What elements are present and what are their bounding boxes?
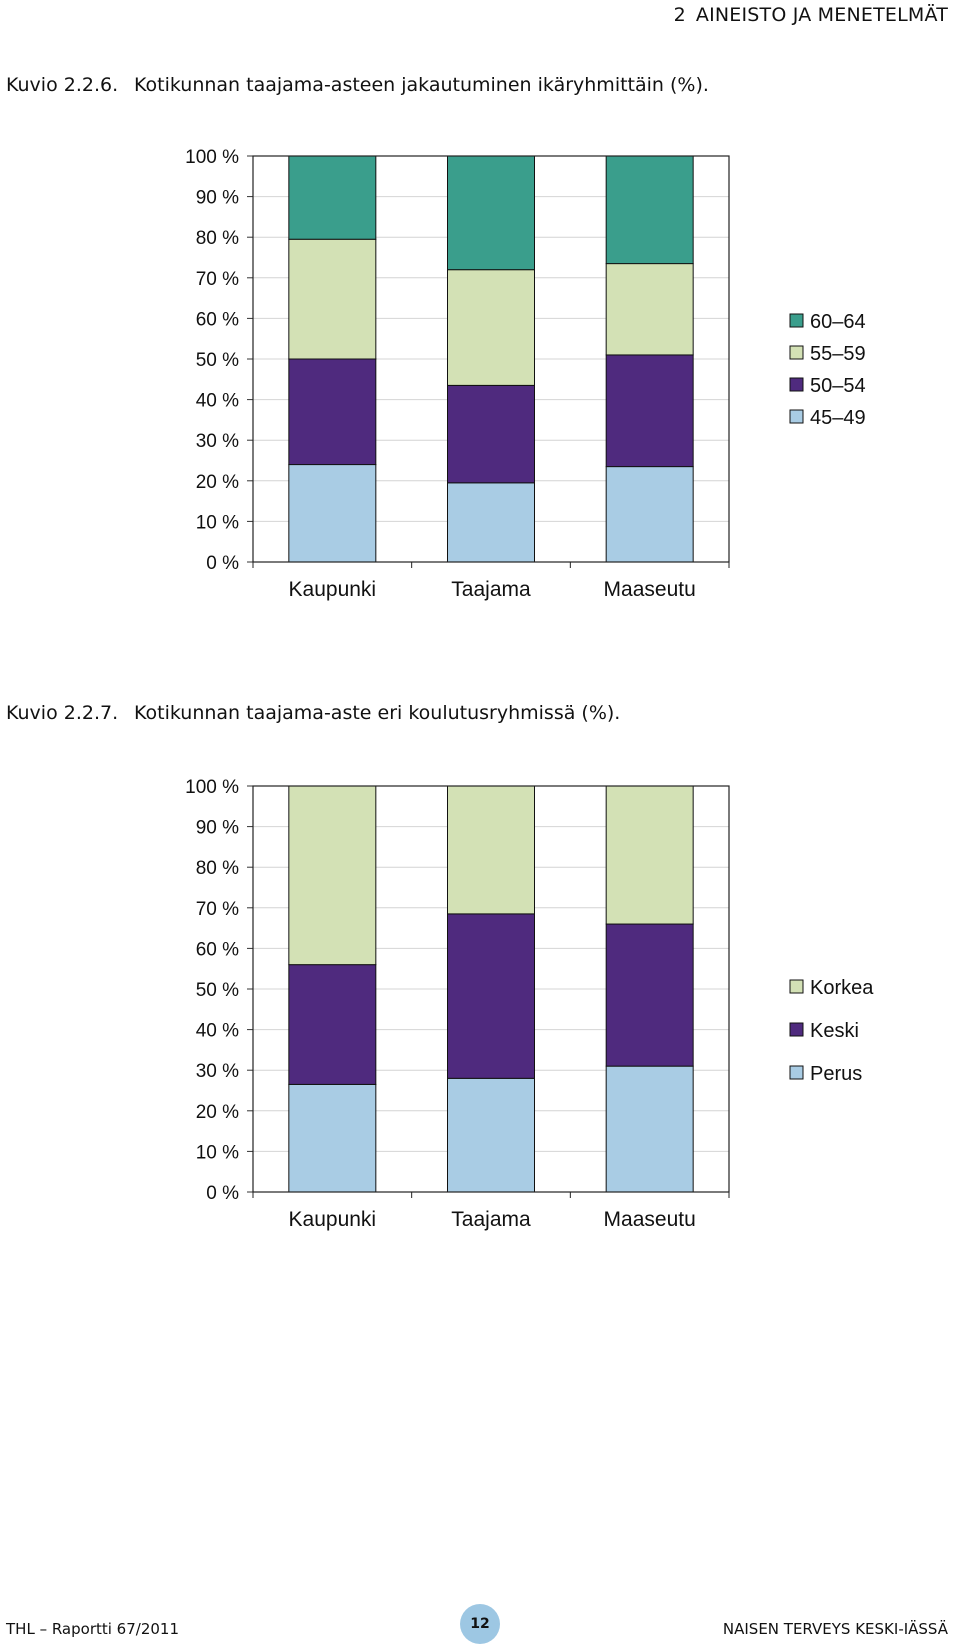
bar-segment bbox=[288, 464, 377, 563]
figure-label: Kuvio 2.2.7. bbox=[6, 702, 119, 724]
bar-segment bbox=[447, 482, 535, 563]
footer-report: THL – Raportti 67/2011 bbox=[6, 1620, 179, 1638]
legend-label: Perus bbox=[810, 1063, 862, 1085]
legend-swatch bbox=[789, 1065, 804, 1080]
plot-frame bbox=[252, 785, 730, 1193]
legend-label: Keski bbox=[810, 1020, 859, 1042]
category-label: Kaupunki bbox=[289, 1208, 377, 1231]
bar-segment bbox=[605, 1065, 694, 1193]
figure-caption-text: Kotikunnan taajama-asteen jakautuminen i… bbox=[134, 74, 709, 96]
legend-swatch bbox=[789, 409, 804, 424]
y-tick-label: 40 % bbox=[196, 391, 239, 412]
category-label: Taajama bbox=[451, 1208, 531, 1231]
bar-segment bbox=[605, 466, 694, 563]
page-number: 12 bbox=[460, 1604, 500, 1644]
y-tick-label: 70 % bbox=[196, 269, 239, 290]
y-tick-label: 50 % bbox=[196, 350, 239, 371]
legend-swatch bbox=[789, 1022, 804, 1037]
bar-segment bbox=[288, 238, 377, 360]
figure-label: Kuvio 2.2.6. bbox=[6, 74, 119, 96]
y-tick-label: 60 % bbox=[196, 939, 239, 960]
legend-label: 45–49 bbox=[810, 407, 866, 429]
bar-segment bbox=[447, 155, 535, 271]
bar-segment bbox=[288, 964, 377, 1085]
bar-segment bbox=[288, 1083, 377, 1193]
y-tick-label: 90 % bbox=[196, 188, 239, 209]
y-tick-label: 100 % bbox=[185, 147, 239, 168]
legend-label: Korkea bbox=[810, 977, 874, 999]
category-label: Maaseutu bbox=[604, 578, 696, 601]
legend-label: 50–54 bbox=[810, 375, 866, 397]
bar-segment bbox=[447, 269, 535, 386]
legend-swatch bbox=[789, 979, 804, 994]
plot-frame bbox=[252, 155, 730, 563]
y-tick-label: 20 % bbox=[196, 472, 239, 493]
y-tick-label: 70 % bbox=[196, 899, 239, 920]
running-header: 2 AINEISTO JA MENETELMÄT bbox=[674, 4, 948, 26]
bar-segment bbox=[605, 785, 694, 925]
legend-swatch bbox=[789, 313, 804, 328]
chapter-title: AINEISTO JA MENETELMÄT bbox=[695, 4, 948, 26]
legend-swatch bbox=[789, 377, 804, 392]
chapter-number: 2 bbox=[673, 4, 686, 26]
bar-segment bbox=[605, 923, 694, 1067]
y-tick-label: 0 % bbox=[206, 553, 239, 574]
bar-segment bbox=[288, 358, 377, 466]
figure-caption-2: Kuvio 2.2.7. Kotikunnan taajama-aste eri … bbox=[6, 702, 620, 724]
education-stacked-bar-chart: 0 % 10 % 20 % 30 % 40 % 50 % 60 % 70 % 80 % 90 % 1… bbox=[185, 777, 874, 1231]
category-label: Maaseutu bbox=[604, 1208, 696, 1231]
y-tick-label: 80 % bbox=[196, 858, 239, 879]
category-label: Kaupunki bbox=[289, 578, 377, 601]
bar-segment bbox=[288, 155, 377, 240]
legend-label: 60–64 bbox=[810, 311, 866, 333]
y-tick-label: 20 % bbox=[196, 1102, 239, 1123]
bar-segment bbox=[605, 155, 694, 265]
legend-label: 55–59 bbox=[810, 343, 866, 365]
figure-caption-1: Kuvio 2.2.6. Kotikunnan taajama-asteen ja… bbox=[6, 74, 709, 96]
y-tick-label: 10 % bbox=[196, 1142, 239, 1163]
y-tick-label: 80 % bbox=[196, 228, 239, 249]
figure-caption-text: Kotikunnan taajama-aste eri koulutusryhm… bbox=[134, 702, 621, 724]
bar-segment bbox=[605, 354, 694, 468]
bar-segment bbox=[447, 785, 535, 915]
y-tick-label: 100 % bbox=[185, 777, 239, 798]
footer-title: NAISEN TERVEYS KESKI-IÄSSÄ bbox=[722, 1620, 948, 1638]
y-tick-label: 50 % bbox=[196, 980, 239, 1001]
bar-segment bbox=[447, 913, 535, 1079]
legend-swatch bbox=[789, 345, 804, 360]
y-tick-label: 10 % bbox=[196, 512, 239, 533]
y-tick-label: 30 % bbox=[196, 1061, 239, 1082]
y-tick-label: 60 % bbox=[196, 309, 239, 330]
y-tick-label: 40 % bbox=[196, 1021, 239, 1042]
age-group-stacked-bar-chart: 0 % 10 % 20 % 30 % 40 % 50 % 60 % 70 % 80 % 90 % 1… bbox=[185, 147, 866, 601]
y-tick-label: 30 % bbox=[196, 431, 239, 452]
page-footer: THL – Raportti 67/2011 12 NAISEN TERVEYS… bbox=[0, 1604, 960, 1650]
y-tick-label: 90 % bbox=[196, 818, 239, 839]
y-tick-label: 0 % bbox=[206, 1183, 239, 1204]
category-label: Taajama bbox=[451, 578, 531, 601]
bar-segment bbox=[605, 263, 694, 356]
bar-segment bbox=[447, 1077, 535, 1193]
bar-segment bbox=[288, 785, 377, 966]
bar-segment bbox=[447, 384, 535, 484]
